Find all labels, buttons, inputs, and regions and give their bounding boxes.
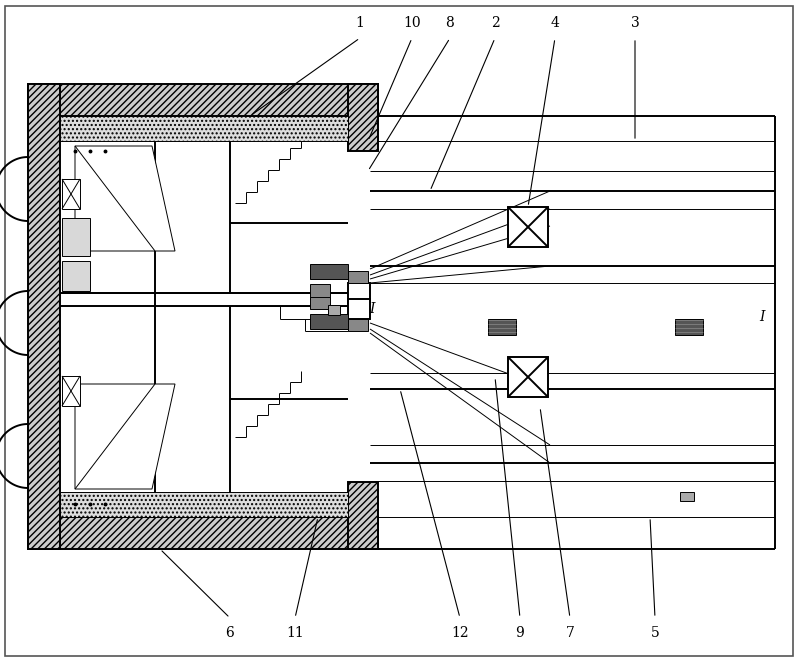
Bar — [348, 319, 368, 331]
Bar — [328, 305, 340, 315]
Bar — [60, 492, 348, 517]
Polygon shape — [75, 384, 175, 489]
Text: 10: 10 — [403, 16, 421, 30]
Bar — [28, 84, 378, 116]
Bar — [348, 283, 370, 303]
Bar — [310, 297, 330, 309]
Polygon shape — [75, 146, 175, 251]
Text: 8: 8 — [446, 16, 454, 30]
Text: I: I — [759, 310, 765, 324]
Bar — [310, 264, 348, 279]
Bar — [62, 261, 90, 291]
Bar — [680, 492, 694, 501]
Bar — [675, 319, 703, 335]
Bar — [508, 357, 548, 397]
Text: 6: 6 — [226, 626, 234, 640]
Bar — [348, 271, 368, 283]
Bar — [488, 319, 516, 335]
Text: 7: 7 — [566, 626, 574, 640]
Bar — [508, 207, 548, 247]
Bar — [62, 179, 80, 209]
Text: 3: 3 — [630, 16, 639, 30]
Bar — [310, 314, 348, 329]
Bar — [348, 482, 378, 549]
Bar — [348, 299, 370, 319]
Text: 5: 5 — [650, 626, 659, 640]
Bar — [348, 84, 378, 151]
Text: 2: 2 — [490, 16, 499, 30]
Bar — [28, 517, 378, 549]
Bar — [60, 116, 348, 141]
Bar — [28, 84, 60, 549]
Text: 12: 12 — [451, 626, 469, 640]
Bar — [62, 218, 90, 256]
Text: 11: 11 — [286, 626, 304, 640]
Text: 4: 4 — [550, 16, 559, 30]
Text: I: I — [370, 302, 374, 316]
Bar — [62, 376, 80, 406]
Text: 1: 1 — [355, 16, 365, 30]
Text: 9: 9 — [516, 626, 524, 640]
Bar — [310, 284, 330, 299]
